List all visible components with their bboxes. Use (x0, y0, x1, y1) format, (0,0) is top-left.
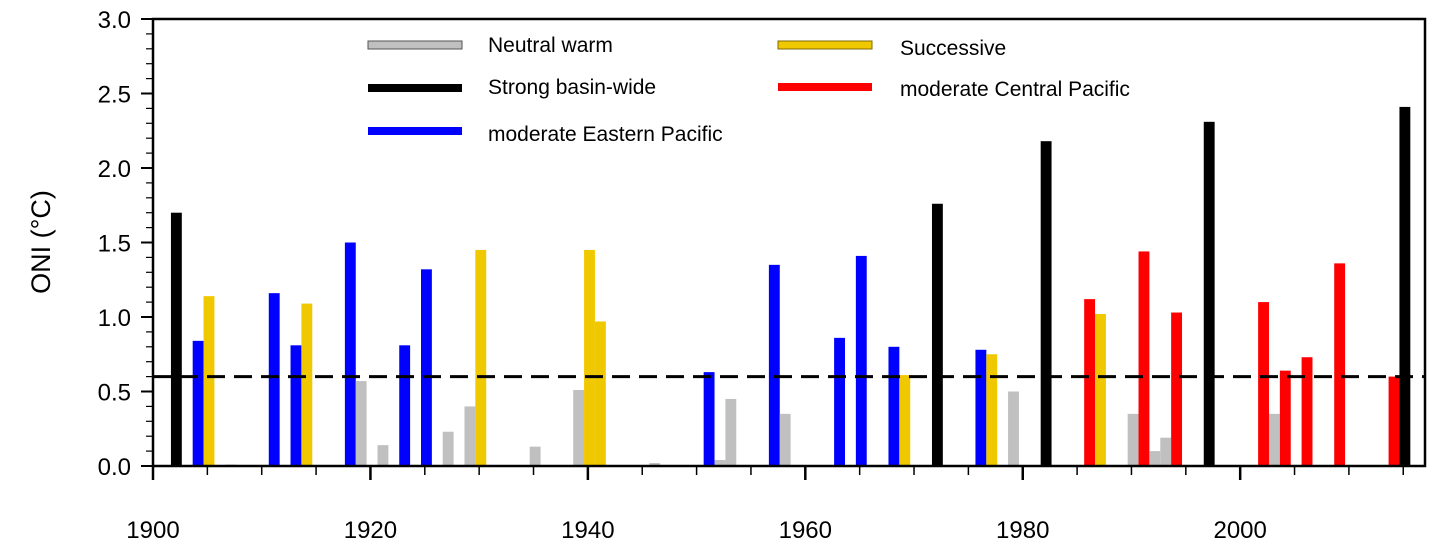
x-tick-label: 1940 (561, 517, 614, 544)
y-tick-label: 3.0 (98, 7, 131, 34)
bar-strong-1982 (1040, 141, 1052, 466)
legend-swatch-successive (777, 40, 873, 50)
legend-label-neutral: Neutral warm (488, 34, 613, 57)
bar-ep-1968 (888, 346, 900, 466)
bar-successive-1940 (584, 249, 595, 466)
legend-label-ep: moderate Eastern Pacific (488, 123, 723, 146)
bar-neutral-1952 (714, 460, 726, 466)
y-tick-label: 2.0 (98, 156, 131, 183)
bar-successive-1977 (986, 354, 998, 466)
bar-cp-2014 (1388, 376, 1400, 466)
y-tick-label: 2.5 (98, 82, 131, 109)
bar-cp-2009 (1334, 263, 1346, 466)
bar-cp-1986 (1084, 299, 1096, 466)
bar-neutral-1953 (725, 398, 737, 466)
legend-label-successive: Successive (900, 37, 1006, 60)
bars-layer (170, 106, 1411, 466)
bar-neutral-1929 (464, 406, 476, 466)
bar-ep-1911 (268, 293, 280, 466)
bar-neutral-1935 (529, 446, 541, 466)
bar-neutral-1927 (442, 431, 454, 466)
legend-swatch-neutral (367, 40, 463, 50)
x-tick-label: 1920 (344, 517, 397, 544)
bar-successive-1941 (594, 321, 606, 466)
legend-swatch-ep (368, 127, 462, 135)
y-tick-label: 0.5 (98, 380, 131, 407)
y-tick-label: 0.0 (98, 454, 131, 481)
bar-neutral-1993 (1160, 437, 1172, 466)
bar-cp-2002 (1258, 302, 1269, 466)
bar-successive-1914 (301, 303, 313, 466)
bar-ep-1965 (855, 255, 867, 466)
bar-neutral-1958 (779, 413, 791, 466)
y-axis-label: ONI (°C) (26, 190, 56, 294)
bar-ep-1951 (703, 372, 715, 466)
bar-successive-1930 (475, 249, 487, 466)
bar-ep-1976 (975, 349, 987, 466)
bar-ep-1925 (420, 269, 432, 466)
bar-neutral-1992 (1149, 451, 1161, 466)
bar-neutral-1939 (573, 390, 585, 466)
x-tick-label: 1980 (996, 517, 1049, 544)
bar-ep-1904 (192, 340, 204, 466)
bar-ep-1957 (768, 264, 780, 466)
bar-neutral-1921 (377, 445, 389, 466)
bar-strong-1997 (1203, 121, 1215, 466)
legend: Neutral warm Strong basin-wide moderate Ea… (367, 34, 1130, 146)
x-tick-label: 1960 (779, 517, 832, 544)
bar-neutral-1990 (1127, 413, 1139, 466)
bar-strong-2015 (1399, 106, 1411, 466)
legend-label-strong: Strong basin-wide (488, 76, 656, 99)
x-tick-label: 2000 (1213, 517, 1266, 544)
x-tick-label: 1900 (126, 517, 179, 544)
bar-neutral-1946 (649, 463, 661, 466)
bar-ep-1913 (290, 345, 302, 466)
bar-successive-1905 (203, 296, 215, 466)
bar-cp-2004 (1279, 370, 1291, 466)
y-tick-label: 1.5 (98, 231, 131, 258)
legend-swatch-cp (778, 83, 872, 91)
bar-strong-1902 (170, 212, 182, 466)
bar-successive-1969 (899, 375, 911, 466)
bar-ep-1918 (344, 242, 356, 466)
axes-layer: 0.0 0.5 1.0 1.5 2.0 2.5 3.0 1900 1920 1940 1960 198… (98, 7, 1405, 544)
legend-swatch-strong (368, 84, 462, 92)
bar-neutral-1919 (355, 381, 367, 466)
bar-ep-1963 (834, 337, 845, 466)
bar-neutral-1979 (1008, 391, 1019, 466)
bar-cp-1994 (1171, 312, 1183, 466)
bar-strong-1972 (931, 203, 943, 466)
y-tick-label: 1.0 (98, 305, 131, 332)
bar-cp-1991 (1138, 251, 1150, 466)
bar-cp-2006 (1301, 357, 1313, 466)
bar-ep-1923 (399, 345, 411, 466)
bar-neutral-2003 (1268, 413, 1280, 466)
bar-successive-1987 (1095, 314, 1106, 466)
legend-label-cp: moderate Central Pacific (900, 78, 1130, 101)
